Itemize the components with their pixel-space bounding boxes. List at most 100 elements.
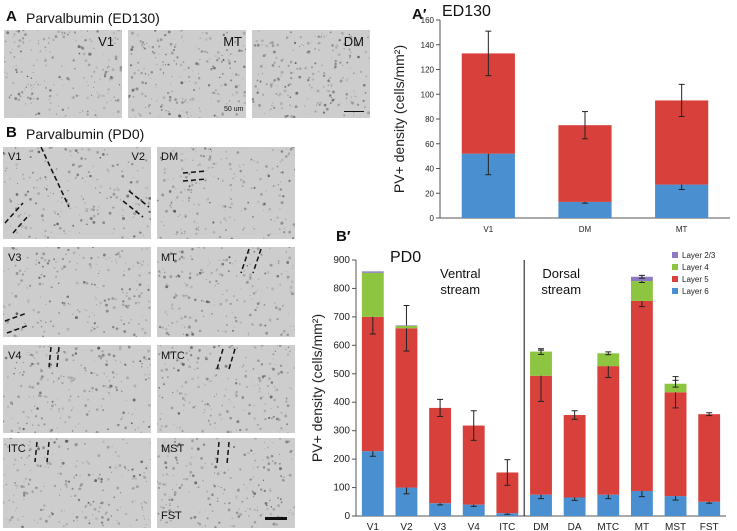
micrograph-label: V4	[8, 350, 22, 362]
micrograph-b-v3: V3	[3, 247, 151, 337]
micrograph-label: V1	[98, 34, 114, 49]
legend-swatch	[672, 252, 678, 258]
annotation-ventral-1: Ventral	[440, 266, 481, 281]
legend-label: Layer 2/3	[682, 251, 716, 260]
chart-title: ED130	[442, 3, 491, 20]
annotation-dorsal-1: Dorsal	[542, 266, 580, 281]
x-tick-label: DM	[533, 522, 549, 531]
x-tick-label: FST	[700, 522, 719, 531]
tissue-texture	[3, 247, 151, 337]
bar-segment-layer-5	[597, 366, 620, 495]
panel-b-title: Parvalbumin (PD0)	[26, 126, 145, 142]
micrograph-a-dm: DM	[252, 30, 370, 118]
bar-segment-layer-4	[530, 351, 552, 376]
tissue-texture	[3, 345, 151, 433]
bar-segment-layer-5	[496, 472, 519, 514]
y-tick-label: 0	[344, 511, 350, 522]
legend-swatch	[672, 264, 678, 270]
layer-boundary-marks	[4, 147, 150, 234]
tissue-texture	[3, 438, 151, 528]
micrograph-label: MST	[161, 443, 185, 455]
x-tick-label: MST	[665, 522, 686, 531]
legend-label: Layer 5	[682, 275, 709, 284]
micrograph-b-dm: DM	[157, 147, 295, 239]
layer-boundary-marks	[240, 248, 262, 274]
y-tick-label: 160	[421, 16, 435, 25]
micrograph-label: MT	[161, 252, 177, 264]
bar-segment-layer-6	[664, 496, 687, 516]
annotation-dorsal-2: stream	[541, 282, 581, 297]
y-tick-label: 900	[333, 255, 350, 266]
legend-swatch	[672, 288, 678, 294]
legend-label: Layer 4	[682, 263, 709, 272]
micrograph-label: ITC	[8, 443, 26, 455]
bar-segment-layer-6	[630, 490, 653, 516]
bar-segment-layer-2-3	[395, 325, 418, 326]
bar-segment-layer-4	[395, 325, 418, 329]
bar-segment-layer-6	[698, 501, 721, 516]
y-tick-label: 40	[425, 165, 434, 174]
x-tick-label: DM	[579, 225, 592, 234]
micrograph-label-secondary: FST	[161, 510, 182, 522]
tissue-texture	[252, 30, 370, 118]
bar-segment-layer-5	[698, 414, 721, 502]
tissue-texture	[128, 30, 246, 118]
x-tick-label: V4	[468, 522, 481, 531]
x-tick-label: V1	[483, 225, 493, 234]
x-tick-label: DA	[568, 522, 582, 531]
panel-b-letter: B	[6, 124, 17, 141]
y-tick-label: 120	[421, 66, 435, 75]
micrograph-b-mst: MST FST	[157, 438, 295, 528]
micrograph-a-mt: MT	[128, 30, 246, 118]
bar-segment-layer-6	[361, 451, 384, 516]
micrograph-b-mtc: MTC	[157, 345, 295, 433]
y-tick-label: 100	[421, 90, 435, 99]
y-tick-label: 600	[333, 340, 350, 351]
bar-segment-layer-5	[530, 375, 552, 495]
micrograph-label: V3	[8, 252, 22, 264]
bar-segment-layer-5	[361, 316, 384, 452]
bar-segment-lower	[558, 201, 612, 218]
y-tick-label: 60	[425, 140, 434, 149]
y-axis-label: PV+ density (cells/mm²)	[309, 314, 325, 462]
bar-segment-layer-4	[361, 272, 384, 317]
y-tick-label: 0	[430, 214, 435, 223]
layer-boundary-marks	[34, 441, 50, 463]
bar-segment-layer-6	[597, 494, 620, 516]
micrograph-b-itc: ITC	[3, 438, 151, 528]
micrograph-label-secondary: V2	[131, 151, 145, 163]
y-tick-label: 500	[333, 369, 350, 380]
bar-segment-layer-2-3	[361, 271, 384, 273]
legend-swatch	[672, 276, 678, 282]
bar-segment-layer-4	[630, 281, 653, 301]
panel-a-letter: A	[6, 8, 17, 25]
micrograph-b-mt: MT	[157, 247, 295, 337]
micrograph-a-v1: V1	[4, 30, 122, 118]
micrograph-b-v4: V4	[3, 345, 151, 433]
y-tick-label: 700	[333, 312, 350, 323]
panel-a-title: Parvalbumin (ED130)	[26, 10, 160, 26]
legend-label: Layer 6	[682, 287, 709, 296]
x-tick-label: MTC	[597, 522, 619, 531]
micrograph-label: DM	[161, 151, 179, 163]
tissue-texture	[3, 147, 151, 239]
chart-title: PD0	[390, 249, 421, 266]
y-tick-label: 800	[333, 283, 350, 294]
tissue-texture	[157, 247, 295, 337]
y-tick-label: 20	[425, 189, 434, 198]
y-axis-label: PV+ density (cells/mm²)	[391, 45, 407, 193]
x-tick-label: V3	[434, 522, 447, 531]
y-tick-label: 100	[333, 483, 350, 494]
micrograph-label: V1	[8, 151, 22, 163]
bar-segment-layer-6	[563, 497, 586, 516]
y-tick-label: 300	[333, 426, 350, 437]
bar-segment-layer-2-3	[630, 276, 653, 282]
y-tick-label: 140	[421, 41, 435, 50]
tissue-texture	[4, 30, 122, 118]
bar-segment-layer-5	[395, 328, 418, 488]
micrograph-label: MTC	[161, 350, 185, 362]
y-tick-label: 400	[333, 397, 350, 408]
bar-segment-layer-4	[664, 383, 687, 393]
scale-bar	[344, 111, 364, 112]
micrograph-b-v1: V1 V2	[3, 147, 151, 239]
